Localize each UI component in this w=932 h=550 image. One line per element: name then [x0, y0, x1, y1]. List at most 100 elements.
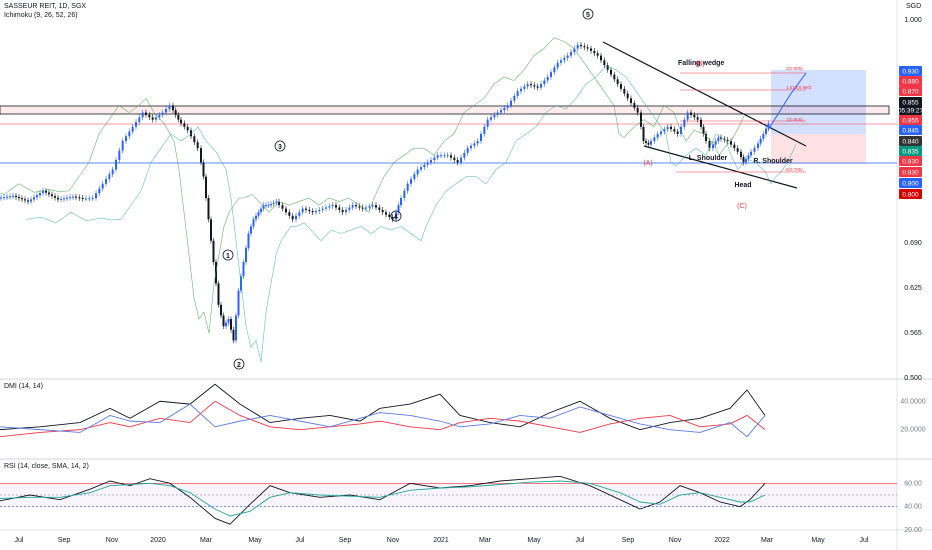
wave-circle	[390, 210, 402, 222]
candle-body	[308, 209, 311, 212]
candle-body	[470, 145, 472, 149]
candle-body	[42, 190, 44, 194]
candle-body	[88, 198, 91, 200]
candle-body	[295, 215, 297, 220]
candle-body	[21, 198, 23, 200]
candle-body	[686, 112, 689, 120]
candle-body	[48, 192, 50, 195]
candle-body	[583, 46, 586, 48]
candle-body	[530, 84, 532, 86]
dmi-line	[0, 400, 766, 438]
candle-body	[267, 205, 270, 207]
candle-body	[202, 162, 205, 177]
candle-body	[255, 215, 257, 220]
candle-body	[325, 207, 327, 209]
candle-body	[222, 315, 225, 327]
wave-circle	[222, 249, 234, 261]
candle-body	[476, 141, 479, 144]
candle-body	[193, 136, 196, 143]
candle-body	[463, 152, 466, 158]
candle-body	[747, 155, 750, 159]
candle-body	[626, 93, 629, 99]
candle-body	[272, 202, 275, 204]
candle-body	[566, 55, 569, 58]
candle-body	[335, 205, 337, 208]
dmi-y-tick: 20.0000	[900, 427, 925, 434]
candle-body	[693, 114, 696, 118]
candle-body	[128, 131, 131, 137]
price-badge	[899, 115, 922, 125]
candle-body	[630, 98, 632, 104]
x-tick-label: May	[811, 537, 825, 544]
candle-body	[105, 179, 107, 184]
candle-body	[613, 74, 616, 80]
candle-body	[125, 136, 127, 142]
candle-body	[486, 119, 489, 127]
candle-body	[278, 201, 280, 206]
candle-body	[328, 206, 331, 208]
candle-body	[285, 208, 287, 213]
candle-body	[95, 193, 97, 198]
candle-body	[520, 88, 522, 92]
candle-body	[66, 197, 68, 199]
y-tick-label: 0.690	[904, 240, 922, 247]
annotation-label: (B)	[695, 61, 704, 68]
candle-body	[131, 126, 134, 132]
candle-body	[653, 137, 656, 142]
x-tick-label: 2020	[150, 537, 166, 544]
candle-body	[378, 207, 381, 210]
price-badge-label: 0.800	[902, 192, 919, 199]
candle-body	[717, 137, 720, 142]
candle-body	[702, 126, 705, 134]
rsi-y-tick: 20.00	[904, 527, 922, 534]
candle-body	[250, 226, 252, 234]
candle-body	[108, 174, 111, 180]
fib-label: 1.618(0.980)	[786, 85, 812, 90]
price-badge	[899, 136, 922, 146]
annotation-label: Head	[734, 182, 751, 189]
candle-body	[183, 123, 186, 127]
candle-body	[148, 114, 151, 118]
candle-body	[210, 219, 212, 241]
candle-body	[533, 85, 536, 87]
price-badge-label: 05:39:27	[898, 108, 924, 115]
candle-body	[523, 86, 526, 89]
candle-body	[593, 50, 596, 54]
rsi-line	[0, 480, 766, 517]
candle-body	[281, 205, 284, 209]
price-badge-label: 0.870	[902, 89, 919, 96]
candle-body	[230, 319, 232, 330]
price-badge-label: 0.840	[902, 139, 919, 146]
annotation-label: 5	[586, 12, 590, 19]
candle-body	[423, 164, 426, 168]
candle-body	[145, 112, 147, 115]
y-tick-label: 0.500	[904, 375, 922, 382]
candle-body	[714, 141, 717, 145]
candle-body	[570, 52, 572, 56]
candle-body	[24, 199, 26, 201]
candle-body	[759, 138, 762, 144]
candle-body	[705, 133, 707, 142]
candle-body	[550, 72, 552, 77]
candle-body	[606, 65, 609, 70]
candle-body	[503, 107, 506, 111]
candle-body	[69, 197, 71, 199]
candle-body	[590, 48, 592, 51]
candle-body	[51, 194, 53, 197]
candle-body	[75, 196, 77, 198]
price-badge	[899, 125, 922, 135]
annotation-label: 1	[226, 253, 230, 260]
candle-body	[683, 119, 686, 127]
candle-body	[397, 205, 400, 213]
annotation-label: Falling wedge	[678, 60, 724, 67]
candle-body	[151, 117, 154, 120]
candle-body	[596, 53, 599, 56]
candle-body	[161, 112, 164, 115]
candle-body	[33, 197, 35, 200]
candle-body	[98, 188, 101, 194]
x-tick-label: May	[248, 537, 262, 544]
candle-body	[660, 131, 662, 134]
candle-body	[513, 95, 516, 101]
candle-body	[416, 169, 419, 175]
